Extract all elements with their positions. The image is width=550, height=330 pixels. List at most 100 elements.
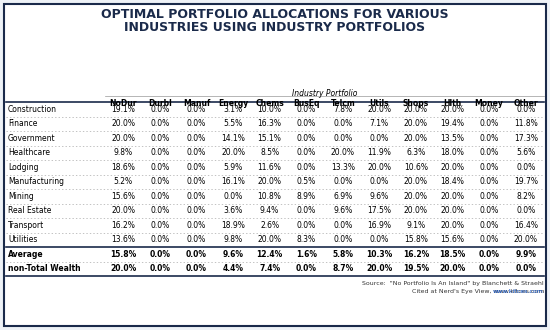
Text: 0.0%: 0.0% [187, 134, 206, 143]
Text: 10.6%: 10.6% [404, 163, 428, 172]
Text: 19.7%: 19.7% [514, 177, 538, 186]
Text: 0.0%: 0.0% [333, 235, 353, 244]
Text: 15.6%: 15.6% [441, 235, 465, 244]
Text: 16.2%: 16.2% [111, 221, 135, 230]
Text: 9.9%: 9.9% [515, 250, 536, 259]
Text: 0.0%: 0.0% [187, 235, 206, 244]
Text: 0.0%: 0.0% [296, 264, 317, 273]
Text: Average: Average [8, 250, 43, 259]
Text: 20.0%: 20.0% [404, 119, 428, 128]
Text: BusEq: BusEq [293, 98, 320, 108]
Text: 20.0%: 20.0% [111, 206, 135, 215]
Text: 18.0%: 18.0% [441, 148, 465, 157]
Text: 20.0%: 20.0% [441, 221, 465, 230]
Text: 0.0%: 0.0% [186, 250, 207, 259]
Text: 10.8%: 10.8% [258, 192, 282, 201]
Text: 0.0%: 0.0% [333, 177, 353, 186]
Text: 18.5%: 18.5% [439, 250, 466, 259]
Text: 15.8%: 15.8% [110, 250, 136, 259]
Text: 15.1%: 15.1% [258, 134, 282, 143]
Text: 19.5%: 19.5% [403, 264, 429, 273]
Text: 0.0%: 0.0% [480, 134, 499, 143]
Text: 0.0%: 0.0% [223, 192, 243, 201]
Text: 9.6%: 9.6% [333, 206, 353, 215]
Text: Money: Money [475, 98, 504, 108]
Text: 16.1%: 16.1% [221, 177, 245, 186]
Text: 0.0%: 0.0% [187, 206, 206, 215]
Text: 0.0%: 0.0% [150, 206, 169, 215]
Text: Shops: Shops [403, 98, 429, 108]
Text: 0.0%: 0.0% [187, 119, 206, 128]
Text: 20.0%: 20.0% [257, 177, 282, 186]
Text: 2.6%: 2.6% [260, 221, 279, 230]
Text: 19.4%: 19.4% [441, 119, 465, 128]
Text: 16.2%: 16.2% [403, 250, 429, 259]
Text: 20.0%: 20.0% [441, 206, 465, 215]
Text: 0.0%: 0.0% [187, 177, 206, 186]
Text: 17.5%: 17.5% [367, 206, 392, 215]
Text: 19.1%: 19.1% [111, 105, 135, 114]
Text: INDUSTRIES USING INDUSTRY PORTFOLIOS: INDUSTRIES USING INDUSTRY PORTFOLIOS [124, 21, 426, 34]
Text: 20.0%: 20.0% [367, 105, 392, 114]
Text: 8.7%: 8.7% [332, 264, 354, 273]
Text: 20.0%: 20.0% [404, 134, 428, 143]
Text: 20.0%: 20.0% [441, 163, 465, 172]
Text: 15.8%: 15.8% [404, 235, 428, 244]
Text: 7.8%: 7.8% [333, 105, 353, 114]
Text: 0.0%: 0.0% [478, 250, 499, 259]
Text: 20.0%: 20.0% [111, 134, 135, 143]
Text: 7.1%: 7.1% [370, 119, 389, 128]
Text: 20.0%: 20.0% [110, 264, 136, 273]
Text: 0.0%: 0.0% [480, 235, 499, 244]
Text: 6.9%: 6.9% [333, 192, 353, 201]
Text: 13.6%: 13.6% [111, 235, 135, 244]
Text: 0.0%: 0.0% [296, 119, 316, 128]
Text: OPTIMAL PORTFOLIO ALLOCATIONS FOR VARIOUS: OPTIMAL PORTFOLIO ALLOCATIONS FOR VARIOU… [101, 8, 449, 21]
Text: 9.8%: 9.8% [114, 148, 133, 157]
Text: 5.6%: 5.6% [516, 148, 535, 157]
Text: 9.1%: 9.1% [406, 221, 426, 230]
Text: 18.6%: 18.6% [111, 163, 135, 172]
Text: 0.0%: 0.0% [187, 148, 206, 157]
Text: 0.0%: 0.0% [480, 206, 499, 215]
Text: 0.0%: 0.0% [516, 206, 535, 215]
Text: 9.6%: 9.6% [223, 250, 244, 259]
Text: 0.0%: 0.0% [333, 221, 353, 230]
Text: Source:  "No Portfolio Is An Island" by Blanchett & Straehl: Source: "No Portfolio Is An Island" by B… [362, 281, 544, 286]
Text: 15.6%: 15.6% [111, 192, 135, 201]
Text: 0.0%: 0.0% [187, 221, 206, 230]
Text: 16.3%: 16.3% [257, 119, 282, 128]
Text: Chems: Chems [255, 98, 284, 108]
Text: 8.9%: 8.9% [296, 192, 316, 201]
Text: 0.0%: 0.0% [296, 163, 316, 172]
Text: Manuf: Manuf [183, 98, 210, 108]
Text: Energy: Energy [218, 98, 248, 108]
Text: 0.0%: 0.0% [296, 148, 316, 157]
Text: 0.0%: 0.0% [370, 235, 389, 244]
Text: 0.0%: 0.0% [480, 148, 499, 157]
Text: 0.0%: 0.0% [480, 192, 499, 201]
Text: 9.8%: 9.8% [223, 235, 243, 244]
Text: 11.6%: 11.6% [258, 163, 282, 172]
Text: 0.0%: 0.0% [186, 264, 207, 273]
Text: 0.0%: 0.0% [150, 250, 170, 259]
Text: 20.0%: 20.0% [366, 264, 393, 273]
Text: 0.0%: 0.0% [150, 177, 169, 186]
Text: 20.0%: 20.0% [441, 105, 465, 114]
Text: 18.9%: 18.9% [221, 221, 245, 230]
Text: Utilities: Utilities [8, 235, 37, 244]
Text: 0.0%: 0.0% [370, 134, 389, 143]
Text: 0.0%: 0.0% [150, 221, 169, 230]
Text: 16.9%: 16.9% [367, 221, 392, 230]
Text: 0.0%: 0.0% [150, 264, 170, 273]
Text: 5.9%: 5.9% [223, 163, 243, 172]
Text: 20.0%: 20.0% [404, 192, 428, 201]
Text: Healthcare: Healthcare [8, 148, 50, 157]
Text: 3.6%: 3.6% [223, 206, 243, 215]
Text: 17.3%: 17.3% [514, 134, 538, 143]
Text: 20.0%: 20.0% [257, 235, 282, 244]
Text: 0.0%: 0.0% [333, 119, 353, 128]
Text: Manufacturing: Manufacturing [8, 177, 64, 186]
Text: 0.0%: 0.0% [370, 177, 389, 186]
Text: 0.0%: 0.0% [480, 163, 499, 172]
